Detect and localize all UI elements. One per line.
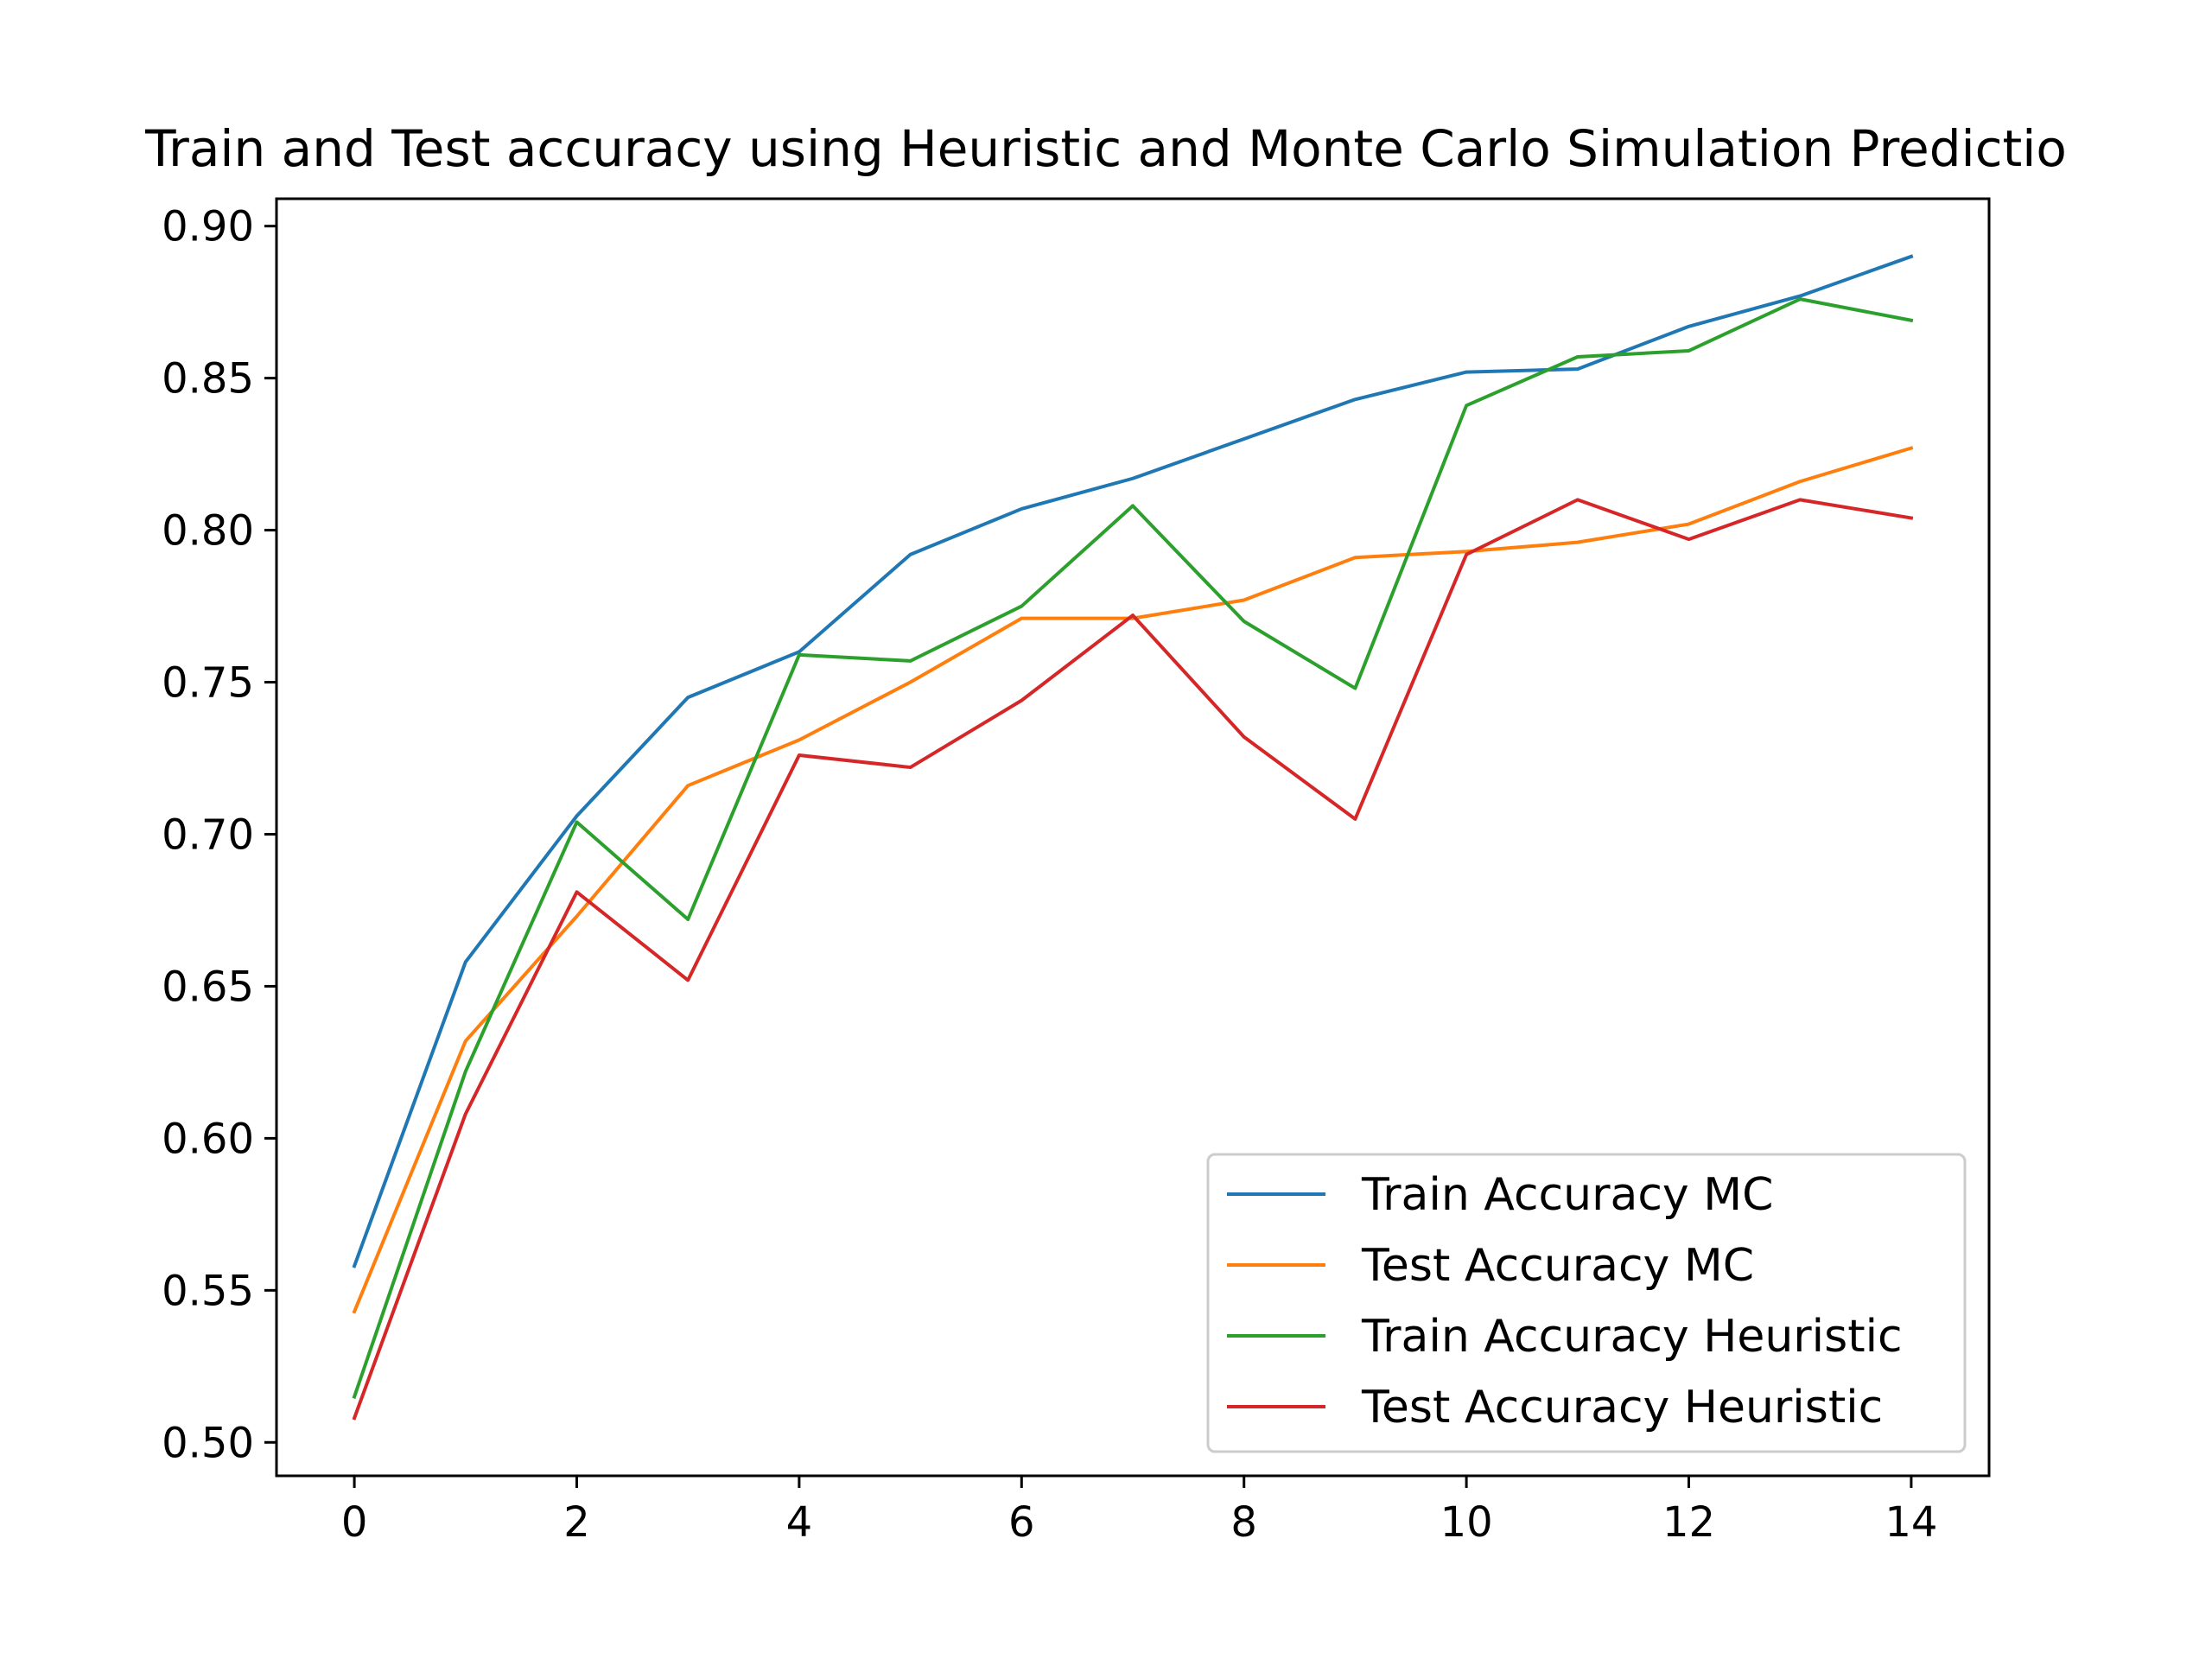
legend-label-2: Test Accuracy MC: [1361, 1240, 1754, 1292]
plot-area: [352, 254, 1914, 1421]
x-tick-label: 6: [1008, 1498, 1035, 1547]
y-tick-label: 0.55: [162, 1267, 254, 1315]
axes: 0 2 4 6 8 10 12 14 0.50 0.55 0.60 0.65 0.70 0.75 0.80 0…: [162, 197, 1991, 1547]
y-tick-label: 0.85: [162, 355, 254, 404]
legend-box: [1206, 1153, 1967, 1453]
x-tick-label: 10: [1440, 1498, 1493, 1547]
legend-label-1: Train Accuracy MC: [1361, 1169, 1773, 1221]
legend-label-4: Test Accuracy Heuristic: [1361, 1382, 1883, 1433]
legend-label-3: Train Accuracy Heuristic: [1361, 1311, 1903, 1363]
axes-frame: [275, 197, 1991, 1478]
legend: Train Accuracy MC Test Accuracy MC Train A…: [1206, 1153, 1967, 1453]
x-tick-label: 0: [341, 1498, 368, 1547]
x-tick-label: 14: [1885, 1498, 1937, 1547]
y-tick-label: 0.65: [162, 963, 254, 1011]
chart-title: Train and Test accuracy using Heuristic …: [144, 119, 2067, 178]
series-line-4: [352, 498, 1914, 1421]
series-line-2: [352, 446, 1914, 1314]
y-tick-label: 0.50: [162, 1419, 254, 1467]
y-tick-label: 0.80: [162, 507, 254, 556]
series-line-1: [352, 254, 1914, 1268]
y-tick-label: 0.70: [162, 810, 254, 859]
y-tick-label: 0.75: [162, 659, 254, 708]
x-tick-label: 8: [1230, 1498, 1257, 1547]
x-tick-label: 4: [786, 1498, 813, 1547]
series-line-3: [352, 297, 1914, 1400]
x-tick-label: 12: [1662, 1498, 1715, 1547]
x-tick-label: 2: [563, 1498, 590, 1547]
y-tick-label: 0.60: [162, 1115, 254, 1163]
y-tick-label: 0.90: [162, 203, 254, 251]
